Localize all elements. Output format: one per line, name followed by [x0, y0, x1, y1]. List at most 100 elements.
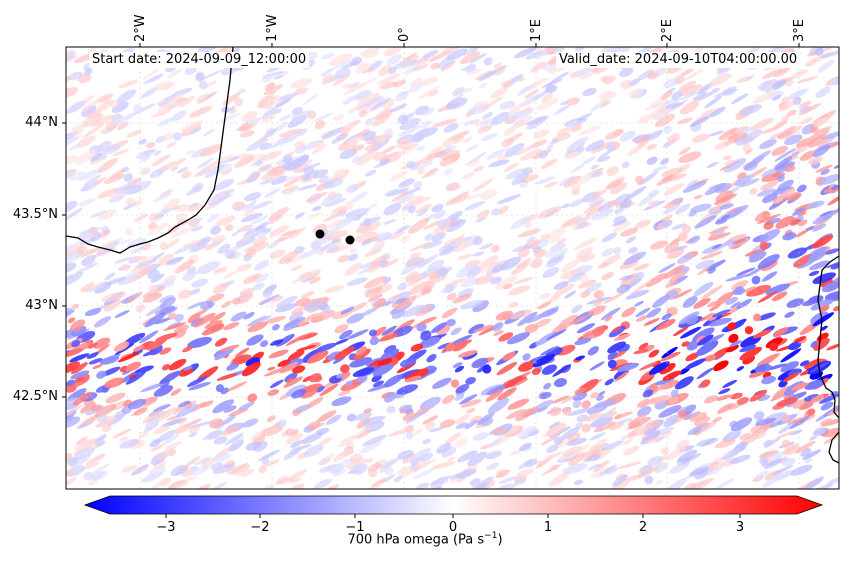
omega-cell	[425, 147, 443, 157]
omega-cell	[354, 231, 379, 243]
omega-cell	[486, 383, 510, 395]
omega-cell	[177, 289, 192, 299]
lon-tick-label: 2°W	[133, 14, 148, 42]
omega-cell	[762, 68, 783, 80]
omega-cell	[154, 150, 162, 156]
omega-cell	[274, 108, 283, 114]
omega-cell	[467, 157, 480, 168]
omega-cell	[504, 126, 516, 136]
omega-cell	[499, 100, 516, 110]
omega-cell	[782, 443, 800, 454]
colorbar-label: 700 hPa omega (Pa s−1)	[0, 531, 850, 547]
omega-cell	[541, 158, 558, 169]
omega-cell	[750, 150, 772, 164]
omega-cell	[140, 167, 151, 176]
omega-cell	[316, 410, 337, 423]
omega-cell	[661, 313, 672, 321]
omega-cell	[364, 135, 382, 145]
omega-cell	[414, 458, 437, 472]
omega-cell	[606, 411, 618, 418]
omega-cell	[556, 344, 576, 356]
omega-cell	[455, 383, 470, 394]
omega-cell	[415, 203, 433, 214]
omega-cell	[680, 453, 701, 465]
omega-cell	[813, 427, 826, 436]
omega-cell	[684, 358, 707, 370]
omega-cell	[783, 393, 795, 399]
omega-cell	[513, 47, 537, 59]
omega-cell	[820, 418, 839, 427]
omega-cell	[600, 100, 611, 108]
omega-cell	[460, 299, 484, 310]
omega-cell	[281, 229, 298, 237]
omega-cell	[730, 392, 743, 400]
omega-cell	[85, 237, 96, 244]
omega-cell	[820, 47, 837, 53]
omega-cell	[120, 263, 130, 271]
omega-cell	[463, 119, 481, 126]
omega-cell	[221, 168, 233, 176]
omega-cell	[502, 424, 519, 438]
omega-cell	[695, 481, 710, 489]
omega-cell	[405, 431, 414, 440]
omega-cell	[696, 437, 719, 447]
omega-cell	[441, 307, 458, 319]
omega-cell	[757, 291, 778, 303]
omega-cell	[496, 469, 507, 478]
omega-cell	[748, 251, 767, 263]
omega-cell	[259, 294, 280, 306]
omega-cell	[319, 383, 339, 397]
omega-cell	[771, 145, 788, 156]
omega-cell	[517, 76, 526, 82]
omega-cell	[787, 368, 802, 377]
omega-cell	[454, 414, 470, 425]
omega-cell	[469, 52, 487, 64]
omega-cell	[708, 317, 732, 327]
omega-cell	[752, 92, 776, 104]
omega-cell	[286, 468, 308, 482]
omega-cell	[488, 159, 510, 168]
omega-cell	[598, 90, 617, 101]
omega-cell	[452, 240, 470, 253]
omega-cell	[808, 156, 823, 165]
omega-cell	[370, 477, 387, 488]
omega-cell	[340, 364, 350, 374]
omega-cell	[655, 319, 676, 331]
omega-cell	[541, 79, 563, 88]
omega-cell	[215, 216, 236, 227]
omega-cell	[504, 375, 523, 389]
omega-cell	[675, 203, 691, 215]
omega-cell	[449, 334, 473, 346]
omega-cell	[552, 283, 575, 298]
omega-cell	[704, 182, 726, 196]
omega-cell	[466, 68, 482, 76]
omega-cell	[181, 170, 192, 179]
omega-cell	[604, 378, 614, 386]
omega-cell	[171, 110, 187, 122]
omega-cell	[686, 340, 699, 351]
omega-cell	[191, 278, 209, 288]
omega-cell	[269, 225, 290, 237]
omega-cell	[440, 60, 456, 72]
omega-cell	[400, 358, 417, 368]
omega-cell	[773, 156, 793, 170]
omega-cell	[218, 191, 227, 197]
omega-cell	[617, 461, 642, 469]
omega-cell	[739, 344, 757, 353]
omega-cell	[722, 239, 735, 247]
omega-cell	[787, 341, 802, 351]
omega-cell	[566, 97, 580, 106]
omega-cell	[807, 200, 825, 209]
omega-cell	[723, 155, 732, 161]
omega-cell	[213, 436, 228, 445]
omega-cell	[362, 434, 387, 446]
omega-cell	[780, 114, 791, 122]
omega-cell	[545, 208, 558, 218]
omega-cell	[421, 107, 435, 116]
omega-cell	[262, 315, 272, 321]
omega-cell	[583, 201, 603, 214]
map-frame	[65, 46, 840, 490]
omega-cell	[189, 217, 204, 224]
omega-cell	[81, 105, 97, 117]
